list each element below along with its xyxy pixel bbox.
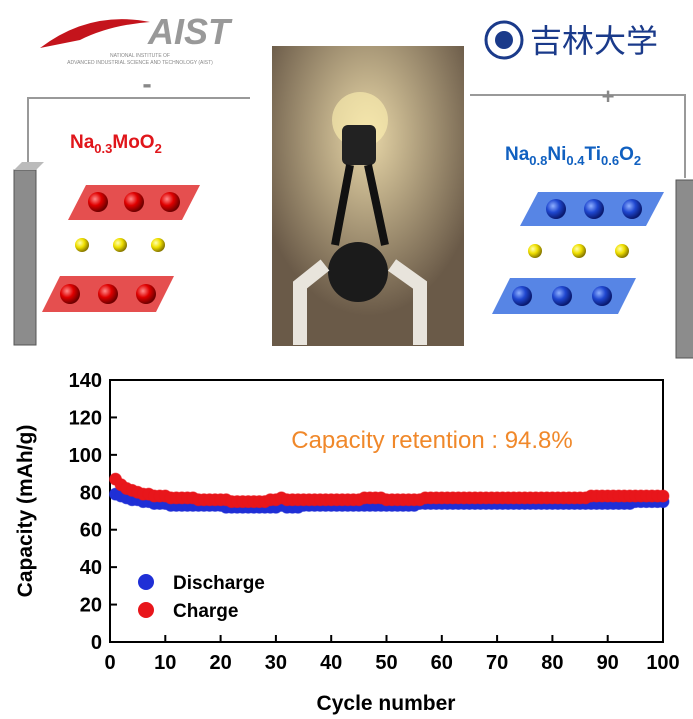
formula-part: O [619,144,634,165]
atom [592,286,612,306]
y-tick-label: 140 [69,370,102,392]
x-tick-label: 50 [375,652,397,674]
atom [75,238,89,252]
y-tick-label: 0 [91,632,102,654]
jilin-logo: 吉林大学 [530,22,658,60]
cathode-sign: + [602,84,615,109]
x-tick-label: 20 [209,652,231,674]
x-tick-label: 70 [486,652,508,674]
jilin-seal [495,31,513,49]
atom [60,284,80,304]
formula-part: 0.8 [529,153,547,168]
formula-part: Na [505,144,530,165]
formula-part: Ti [584,144,601,165]
x-tick-label: 80 [541,652,563,674]
atom [572,244,586,258]
illustration: AIST NATIONAL INSTITUTE OF ADVANCED INDU… [14,11,693,358]
legend-label: Discharge [173,573,265,594]
data-point [657,490,669,502]
aist-subtitle: ADVANCED INDUSTRIAL SCIENCE AND TECHNOLO… [67,60,213,66]
formula-part: MoO [112,132,154,153]
cathode-formula: Na0.8Ni0.4Ti0.6O2 [505,144,641,168]
y-tick-label: 60 [80,520,102,542]
atom [622,199,642,219]
y-tick-label: 120 [69,407,102,429]
legend-label: Charge [173,601,238,622]
atom [615,244,629,258]
atom [124,192,144,212]
figure: AIST NATIONAL INSTITUTE OF ADVANCED INDU… [0,0,693,719]
annotation: Capacity retention : 94.8% [291,427,573,454]
atom [552,286,572,306]
x-axis-title: Cycle number [317,692,456,715]
atom [151,238,165,252]
atom [88,192,108,212]
x-tick-label: 30 [265,652,287,674]
atom [546,199,566,219]
legend-marker [138,602,154,618]
legend-marker [138,574,154,590]
aist-subtitle: NATIONAL INSTITUTE OF [110,53,170,59]
atom [160,192,180,212]
x-tick-label: 0 [104,652,115,674]
x-tick-label: 10 [154,652,176,674]
coin-cell [328,242,388,302]
aist-swoosh [40,19,150,48]
anode-sign: - [142,68,151,99]
y-tick-label: 20 [80,595,102,617]
y-tick-label: 80 [80,482,102,504]
y-tick-label: 100 [69,445,102,467]
atom [113,238,127,252]
cathode-electrode [676,180,693,358]
formula-part: Ni [547,144,566,165]
formula-part: 0.3 [94,141,112,156]
anode-formula: Na0.3MoO2 [70,132,162,156]
formula-part: 2 [155,141,162,156]
formula-part: Na [70,132,95,153]
x-tick-label: 40 [320,652,342,674]
atom [512,286,532,306]
anode-electrode [14,162,44,170]
chart: Capacity retention : 94.8% Cycle number … [14,370,680,715]
atom [136,284,156,304]
atom [584,199,604,219]
formula-part: 0.6 [601,153,619,168]
atom [528,244,542,258]
formula-part: 0.4 [566,153,585,168]
formula-part: 2 [634,153,641,168]
anode-electrode [14,170,36,345]
x-tick-label: 60 [431,652,453,674]
x-tick-label: 100 [646,652,679,674]
atom [98,284,118,304]
aist-logo: AIST [147,11,233,52]
x-tick-label: 90 [597,652,619,674]
led [342,125,376,165]
y-axis-title: Capacity (mAh/g) [14,425,37,598]
y-tick-label: 40 [80,557,102,579]
